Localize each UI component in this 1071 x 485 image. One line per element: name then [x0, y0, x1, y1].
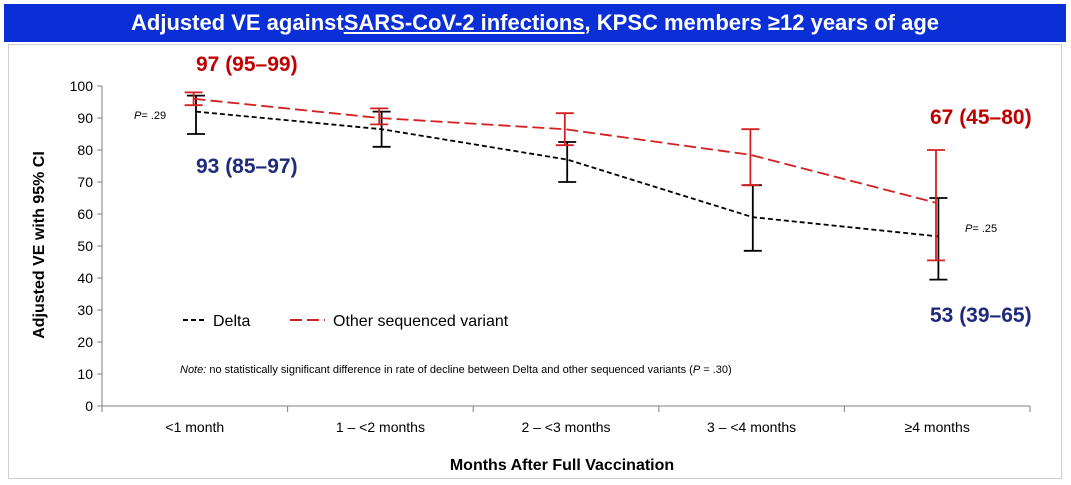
series-delta	[187, 94, 948, 281]
y-tick-label: 100	[70, 78, 94, 94]
y-tick-label: 10	[77, 366, 93, 382]
y-tick-label: 80	[77, 142, 93, 158]
y-tick-label: 90	[77, 110, 93, 126]
p-value-first: P= .29	[134, 110, 166, 122]
annotation-red-last: 67 (45–80)	[930, 106, 1032, 129]
x-tick-label: ≥4 months	[905, 419, 970, 435]
y-ticks: 0 10 20 30 40 50 60 70 80 90 100	[70, 78, 102, 414]
axes	[101, 86, 1030, 407]
p-value-last: P= .25	[965, 223, 997, 235]
x-axis-title: Months After Full Vaccination	[450, 457, 674, 474]
y-tick-label: 0	[85, 398, 93, 414]
footnote-end: = .30)	[700, 364, 732, 376]
footnote-label: Note:	[180, 364, 206, 376]
y-tick-label: 40	[77, 270, 93, 286]
title-prefix: Adjusted VE against	[131, 10, 344, 35]
x-tick-label: 3 – <4 months	[707, 419, 796, 435]
annotation-blue-last: 53 (39–65)	[930, 304, 1032, 327]
series-other-sequenced-variant	[184, 91, 945, 262]
annotation-red-first: 97 (95–99)	[196, 53, 298, 76]
legend-delta-label: Delta	[213, 313, 250, 330]
series-line	[193, 97, 937, 204]
y-tick-label: 60	[77, 206, 93, 222]
y-axis-title: Adjusted VE with 95% CI	[31, 151, 48, 339]
annotation-blue-first: 93 (85–97)	[196, 155, 298, 178]
legend-other-label: Other sequenced variant	[333, 313, 509, 330]
p-value-first-text: = .29	[141, 110, 166, 122]
p-symbol-last: P	[965, 223, 973, 235]
title-underlined: SARS-CoV-2 infections	[343, 10, 585, 35]
chart-title: Adjusted VE against SARS-CoV-2 infection…	[4, 4, 1066, 42]
series-line	[195, 110, 939, 238]
footnote-text: no statistically significant difference …	[206, 364, 693, 376]
x-ticks: <1 month 1 – <2 months 2 – <3 months 3 – <4…	[101, 406, 1031, 435]
y-tick-label: 70	[77, 174, 93, 190]
title-suffix: , KPSC members ≥12 years of age	[584, 10, 939, 35]
p-value-last-text: = .25	[972, 223, 997, 235]
y-tick-label: 30	[77, 302, 93, 318]
p-symbol-first: P	[134, 110, 142, 122]
series-layer	[184, 91, 948, 281]
legend: Delta Other sequenced variant	[183, 313, 509, 330]
footnote: Note: no statistically significant diffe…	[180, 364, 732, 376]
y-tick-label: 50	[77, 238, 93, 254]
y-tick-label: 20	[77, 334, 93, 350]
chart-frame	[8, 44, 1062, 479]
x-tick-label: <1 month	[165, 419, 224, 435]
x-tick-label: 1 – <2 months	[336, 419, 425, 435]
x-tick-label: 2 – <3 months	[521, 419, 610, 435]
footnote-p: P	[693, 364, 701, 376]
